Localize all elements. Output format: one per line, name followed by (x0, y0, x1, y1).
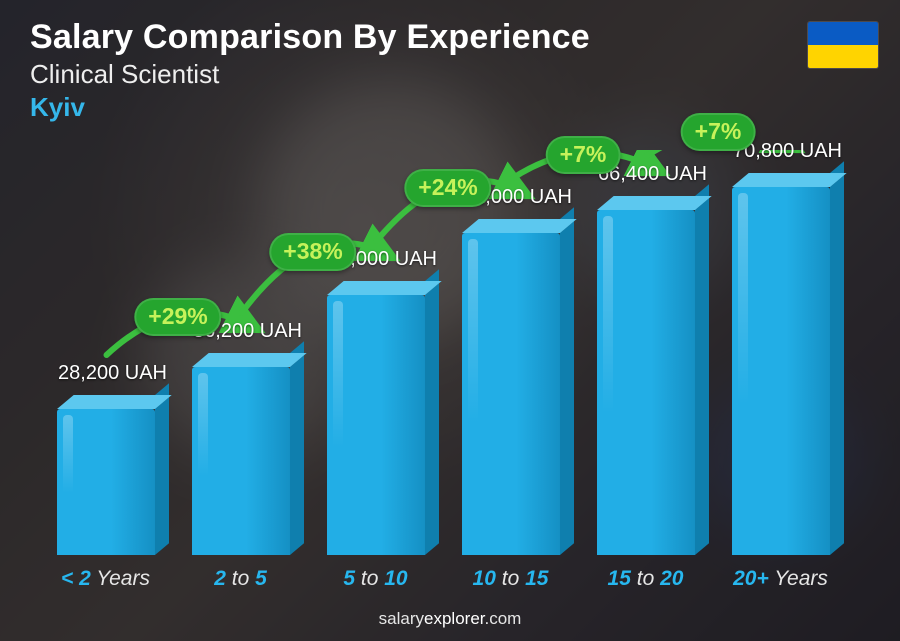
bar-side (695, 198, 709, 555)
bar-top (597, 196, 712, 210)
footer-prefix: salary (379, 609, 424, 628)
x-axis-category: < 2 Years (61, 567, 150, 591)
bar-highlight (738, 193, 748, 545)
x-axis-category: 20+ Years (733, 567, 828, 591)
bar-slot (57, 409, 155, 555)
growth-pct-badge: +7% (681, 113, 756, 151)
footer-suffix: .com (485, 609, 522, 628)
bar-top (192, 353, 307, 367)
bar-highlight (468, 239, 478, 545)
bars-layer: 28,200 UAH36,200 UAH50,000 UAH62,000 UAH… (38, 150, 848, 555)
infographic-stage: Salary Comparison By Experience Clinical… (0, 0, 900, 641)
bar-slot (732, 187, 830, 555)
footer-credit: salaryexplorer.com (0, 609, 900, 629)
footer-main: explorer (424, 609, 484, 628)
page-title: Salary Comparison By Experience (30, 18, 590, 57)
bar-slot (327, 295, 425, 555)
x-axis-category: 10 to 15 (473, 567, 549, 591)
x-axis-category: 15 to 20 (608, 567, 684, 591)
x-axis-category: 2 to 5 (214, 567, 267, 591)
bar-side (290, 355, 304, 555)
flag-top-stripe (808, 22, 878, 45)
bar-highlight (198, 373, 208, 545)
bar-top (57, 395, 172, 409)
bar-top (462, 219, 577, 233)
x-axis-labels: < 2 Years 2 to 5 5 to 10 10 to 15 15 to 20 20… (38, 567, 848, 597)
bar-side (155, 397, 169, 555)
growth-pct-badge: +7% (546, 136, 621, 174)
growth-pct-badge: +29% (134, 298, 221, 336)
bar-slot (597, 210, 695, 555)
bar-side (425, 283, 439, 555)
bar-highlight (63, 415, 73, 545)
x-axis-category: 5 to 10 (343, 567, 407, 591)
header-block: Salary Comparison By Experience Clinical… (30, 18, 590, 123)
bar-chart: 28,200 UAH36,200 UAH50,000 UAH62,000 UAH… (38, 150, 848, 555)
flag-bottom-stripe (808, 45, 878, 68)
country-flag (808, 22, 878, 68)
growth-pct-badge: +38% (269, 233, 356, 271)
growth-pct-badge: +24% (404, 169, 491, 207)
page-subtitle: Clinical Scientist (30, 59, 590, 90)
bar-highlight (333, 301, 343, 545)
bar-side (830, 175, 844, 555)
bar-slot (462, 233, 560, 555)
bar-value-label: 28,200 UAH (33, 362, 193, 385)
city-label: Kyiv (30, 92, 590, 123)
bar-highlight (603, 216, 613, 545)
bar-top (732, 173, 847, 187)
bar-side (560, 221, 574, 555)
bar-slot (192, 367, 290, 555)
bar-top (327, 281, 442, 295)
